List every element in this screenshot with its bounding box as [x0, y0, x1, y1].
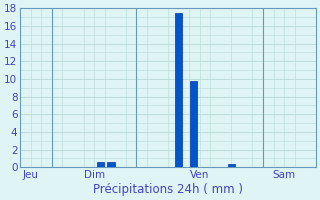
Bar — [107, 162, 115, 167]
Bar — [97, 162, 104, 167]
Bar — [228, 164, 235, 167]
X-axis label: Précipitations 24h ( mm ): Précipitations 24h ( mm ) — [93, 183, 243, 196]
Bar — [190, 81, 197, 167]
Bar — [175, 13, 182, 167]
